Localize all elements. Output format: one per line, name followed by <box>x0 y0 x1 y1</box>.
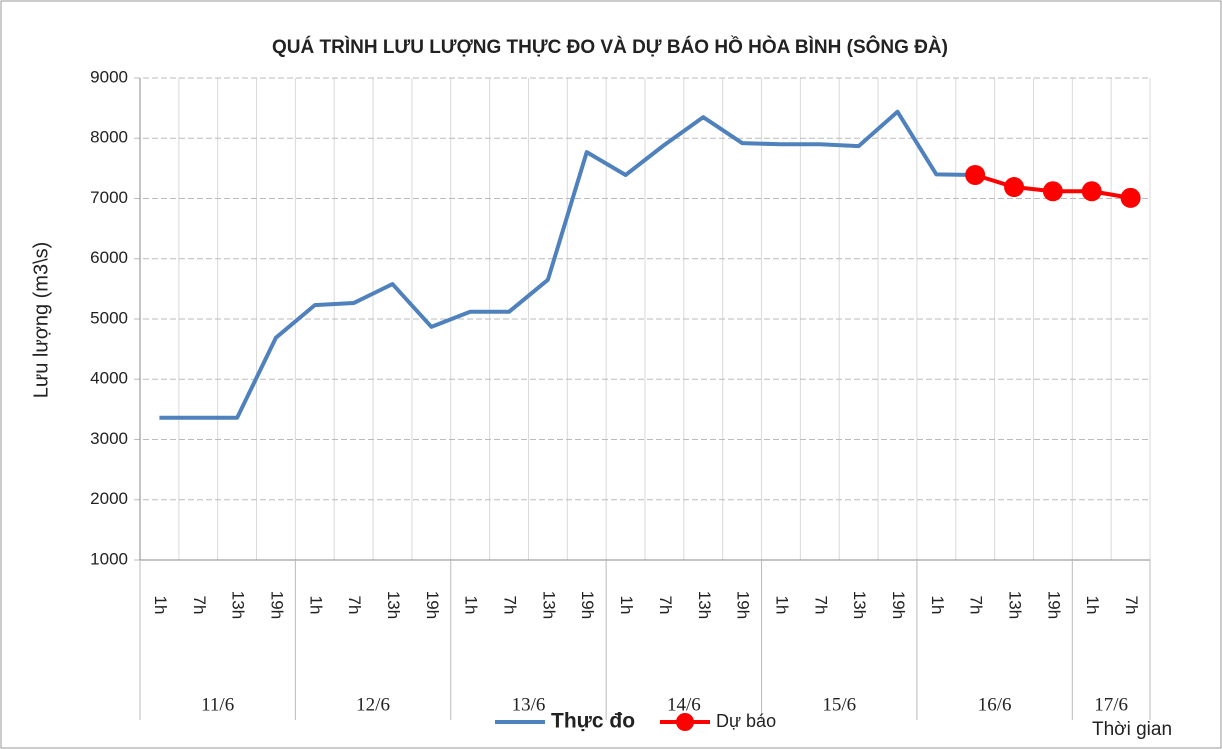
y-tick-label: 5000 <box>90 308 128 327</box>
x-tick-label: 7h <box>501 596 520 615</box>
x-tick-label: 7h <box>345 596 364 615</box>
marker <box>1042 181 1063 202</box>
x-tick-label: 13h <box>384 591 403 619</box>
marker <box>1120 187 1141 208</box>
y-tick-label: 2000 <box>90 489 128 508</box>
marker <box>1081 181 1102 202</box>
x-tick-label: 19h <box>423 591 442 619</box>
x-tick-label: 19h <box>1044 591 1063 619</box>
x-tick-label: 1h <box>772 596 791 615</box>
legend-label: Thực đo <box>551 710 635 733</box>
x-group-label: 13/6 <box>512 694 546 715</box>
x-tick-label: 19h <box>734 591 753 619</box>
marker <box>1004 177 1025 198</box>
series-line <box>159 109 976 420</box>
legend-marker <box>676 713 694 731</box>
x-tick-label: 7h <box>190 596 209 615</box>
x-axis-label: Thời gian <box>1092 719 1172 740</box>
x-tick-label: 13h <box>539 591 558 619</box>
x-tick-label: 13h <box>229 591 248 619</box>
y-tick-label: 9000 <box>90 67 128 86</box>
x-tick-label: 7h <box>656 596 675 615</box>
x-group-label: 11/6 <box>201 694 234 715</box>
x-tick-label: 7h <box>1122 596 1141 615</box>
x-tick-label: 13h <box>695 591 714 619</box>
y-tick-label: 7000 <box>90 188 128 207</box>
x-tick-label: 7h <box>967 596 986 615</box>
chart-title: QUÁ TRÌNH LƯU LƯỢNG THỰC ĐO VÀ DỰ BÁO HỒ… <box>272 36 948 58</box>
x-tick-label: 1h <box>928 596 947 615</box>
x-tick-label: 1h <box>462 596 481 615</box>
y-tick-label: 6000 <box>90 248 128 267</box>
y-tick-label: 4000 <box>90 369 128 388</box>
x-tick-label: 7h <box>811 596 830 615</box>
y-tick-label: 8000 <box>90 128 128 147</box>
x-tick-label: 13h <box>850 591 869 619</box>
legend-label: Dự báo <box>716 711 776 731</box>
x-tick-label: 19h <box>267 591 286 619</box>
x-group-label: 17/6 <box>1094 694 1128 715</box>
y-tick-label: 3000 <box>90 429 128 448</box>
y-tick-label: 1000 <box>90 549 128 568</box>
x-tick-label: 19h <box>889 591 908 619</box>
x-group-label: 12/6 <box>356 694 390 715</box>
x-group-label: 14/6 <box>667 694 701 715</box>
x-group-label: 16/6 <box>978 694 1012 715</box>
marker <box>965 165 986 186</box>
x-tick-label: 13h <box>1006 591 1025 619</box>
x-tick-label: 1h <box>617 596 636 615</box>
x-tick-label: 1h <box>1083 596 1102 615</box>
x-tick-label: 1h <box>151 596 170 615</box>
x-tick-label: 19h <box>578 591 597 619</box>
x-group-label: 15/6 <box>822 694 856 715</box>
x-tick-label: 1h <box>306 596 325 615</box>
y-axis-label: Lưu lượng (m3\s) <box>30 242 52 399</box>
